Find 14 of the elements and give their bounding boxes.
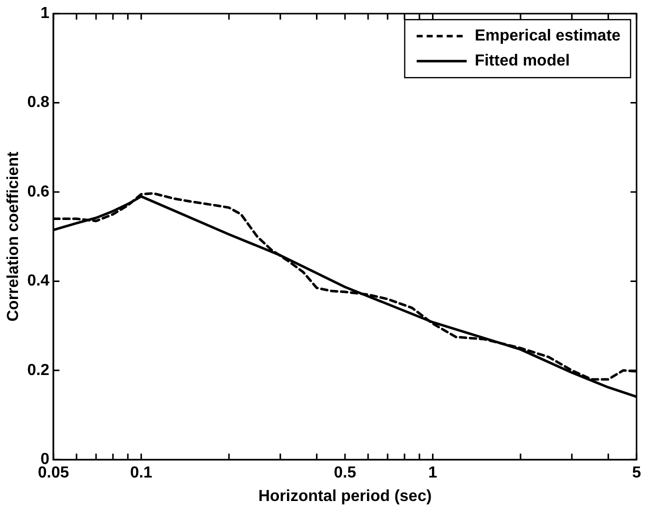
x-tick-label: 0.5 [334, 464, 356, 482]
y-tick-label: 1 [40, 5, 50, 22]
legend-label: Emperical estimate [474, 28, 621, 45]
y-tick-label: 0.8 [27, 94, 50, 112]
x-tick-label: 5 [632, 464, 642, 482]
x-axis-title: Horizontal period (sec) [258, 488, 432, 505]
x-tick-label: 0.05 [38, 464, 70, 482]
y-tick-label: 0.6 [27, 183, 50, 200]
legend-label: Fitted model [474, 52, 570, 70]
x-tick-label: 0.1 [130, 464, 152, 482]
y-tick-label: 0.4 [27, 272, 50, 290]
x-tick-label: 1 [428, 464, 438, 482]
y-axis-title: Correlation coefficient [5, 151, 22, 322]
y-tick-label: 0.2 [27, 362, 50, 379]
